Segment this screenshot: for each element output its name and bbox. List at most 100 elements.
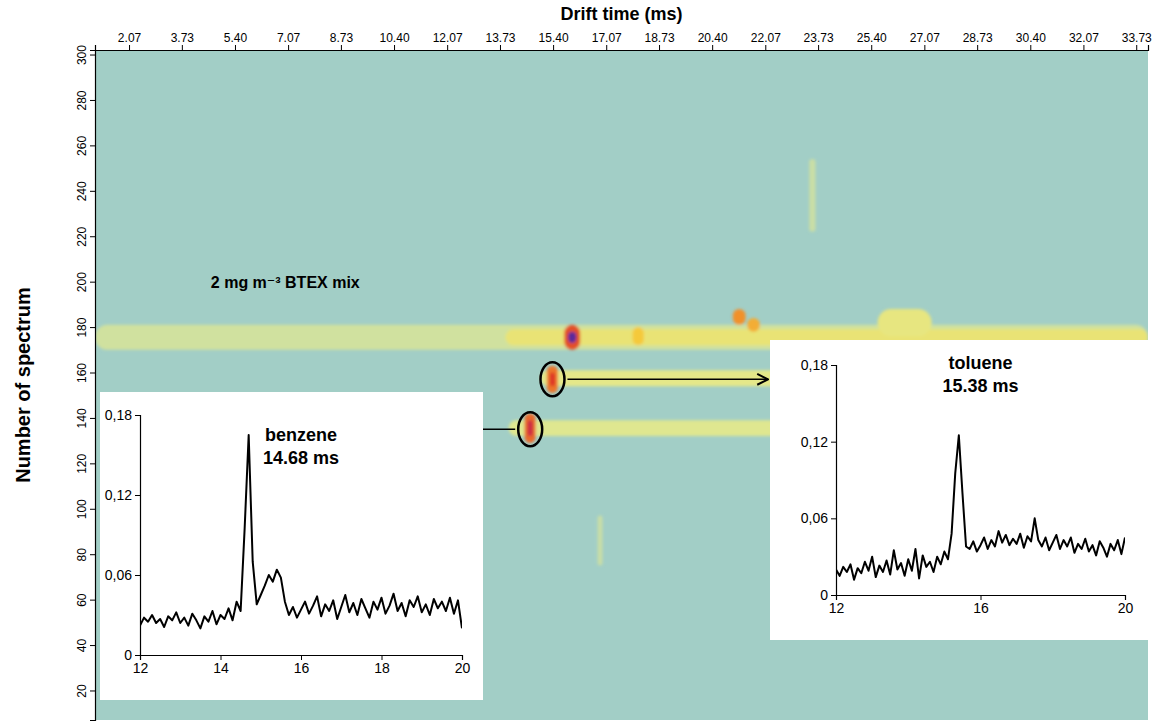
y-axis: 0 0,06 0,12 0,18 bbox=[105, 407, 141, 663]
inset-subtitle: 14.68 ms bbox=[263, 448, 339, 468]
plot-area bbox=[836, 435, 1125, 579]
tick: 12 bbox=[829, 595, 845, 616]
tick: 300 bbox=[75, 45, 95, 65]
tick: 33.73 bbox=[1122, 31, 1152, 50]
tick-label: 20 bbox=[75, 684, 89, 698]
tick-mark bbox=[90, 463, 95, 464]
tick: 12 bbox=[133, 655, 149, 676]
heatmap-cell bbox=[564, 325, 580, 350]
tick-mark bbox=[447, 45, 448, 50]
tick: 20 bbox=[1118, 595, 1134, 616]
tick-label: 180 bbox=[75, 317, 89, 337]
heatmap-cell bbox=[547, 366, 558, 393]
tick-mark bbox=[90, 236, 95, 237]
tick-label: 20 bbox=[1118, 600, 1134, 616]
tick-mark bbox=[129, 45, 130, 50]
tick-label: 200 bbox=[75, 272, 89, 292]
tick-mark bbox=[831, 442, 836, 443]
tick-label: 28.73 bbox=[963, 31, 993, 45]
heatmap-cell bbox=[747, 318, 760, 332]
tick: 18.73 bbox=[645, 31, 675, 50]
tick: 180 bbox=[75, 317, 95, 337]
tick-mark bbox=[871, 45, 872, 50]
tick: 17.07 bbox=[592, 31, 622, 50]
tick: 22.07 bbox=[751, 31, 781, 50]
tick-mark bbox=[831, 595, 836, 596]
axis-line bbox=[831, 366, 837, 596]
tick-mark bbox=[90, 418, 95, 419]
tick: 0,12 bbox=[105, 487, 140, 503]
tick-label: 80 bbox=[75, 548, 89, 562]
tick-mark bbox=[606, 45, 607, 50]
tick-label: 240 bbox=[75, 181, 89, 201]
tick-mark bbox=[135, 655, 140, 656]
tick-mark bbox=[135, 495, 140, 496]
tick-label: 8.73 bbox=[330, 31, 354, 45]
tick: 32.07 bbox=[1069, 31, 1099, 50]
tick-label: 0,06 bbox=[105, 567, 132, 583]
tick-mark bbox=[1030, 45, 1031, 50]
tick-mark bbox=[90, 191, 95, 192]
tick-label: 260 bbox=[75, 136, 89, 156]
inset-subtitle: 15.38 ms bbox=[942, 376, 1018, 396]
tick-mark bbox=[235, 45, 236, 50]
tick: 240 bbox=[75, 181, 95, 201]
tick: 14 bbox=[213, 655, 229, 676]
tick-label: 140 bbox=[75, 408, 89, 428]
peak-marker bbox=[540, 362, 564, 396]
tick-label: 3.73 bbox=[171, 31, 195, 45]
tick: 200 bbox=[75, 272, 95, 292]
tick: 16 bbox=[294, 655, 310, 676]
heatmap-cell bbox=[550, 373, 555, 387]
tick-mark bbox=[977, 45, 978, 50]
tick: 28.73 bbox=[963, 31, 993, 50]
tick-mark bbox=[90, 282, 95, 283]
tick: 16 bbox=[973, 595, 989, 616]
tick-mark bbox=[394, 45, 395, 50]
inset-chart: 121416182000,060,120,18benzene14.68 ms bbox=[100, 392, 483, 700]
tick-label: 120 bbox=[75, 454, 89, 474]
tick-mark bbox=[341, 45, 342, 50]
plot-area bbox=[140, 435, 462, 628]
tick-mark bbox=[90, 327, 95, 328]
tick-mark bbox=[1083, 45, 1084, 50]
inset-title: toluene bbox=[948, 353, 1012, 373]
tick: 15.40 bbox=[539, 31, 569, 50]
axis-line bbox=[135, 416, 141, 656]
tick: 25.40 bbox=[857, 31, 887, 50]
tick-label: 280 bbox=[75, 90, 89, 110]
tick-label: 10.40 bbox=[380, 31, 410, 45]
tick: 27.07 bbox=[910, 31, 940, 50]
tick-mark bbox=[90, 373, 95, 374]
tick-label: 0 bbox=[124, 647, 132, 663]
tick: 7.07 bbox=[277, 31, 301, 50]
tick: 280 bbox=[75, 90, 95, 110]
tick-label: 22.07 bbox=[751, 31, 781, 45]
tick: 30.40 bbox=[1016, 31, 1046, 50]
y-axis: 2040608010012014016018020022024026028030… bbox=[75, 45, 96, 721]
tick-label: 0,12 bbox=[105, 487, 132, 503]
tick-label: 32.07 bbox=[1069, 31, 1099, 45]
tick: 3.73 bbox=[171, 31, 195, 50]
tick-mark bbox=[90, 100, 95, 101]
heatmap-cell bbox=[878, 309, 932, 336]
tick-mark bbox=[182, 45, 183, 50]
tick-label: 18.73 bbox=[645, 31, 675, 45]
tick-mark bbox=[90, 645, 95, 646]
peak-marker bbox=[518, 412, 542, 446]
tick-label: 16 bbox=[294, 660, 310, 676]
annotation: 2 mg m⁻³ BTEX mix bbox=[211, 274, 360, 291]
tick: 0,18 bbox=[105, 407, 140, 423]
tick-label: 0,12 bbox=[801, 434, 828, 450]
y-axis: 00,060,120,18 bbox=[801, 357, 837, 603]
tick-label: 0,18 bbox=[801, 357, 828, 373]
heatmap-cell bbox=[809, 159, 815, 232]
tick: 0,06 bbox=[105, 567, 140, 583]
tick: 12.07 bbox=[433, 31, 463, 50]
tick-mark bbox=[90, 600, 95, 601]
tick: 20 bbox=[75, 684, 95, 698]
tick-mark bbox=[831, 365, 836, 366]
tick-label: 0,18 bbox=[105, 407, 132, 423]
tick: 0,18 bbox=[801, 357, 836, 373]
tick-mark bbox=[659, 45, 660, 50]
